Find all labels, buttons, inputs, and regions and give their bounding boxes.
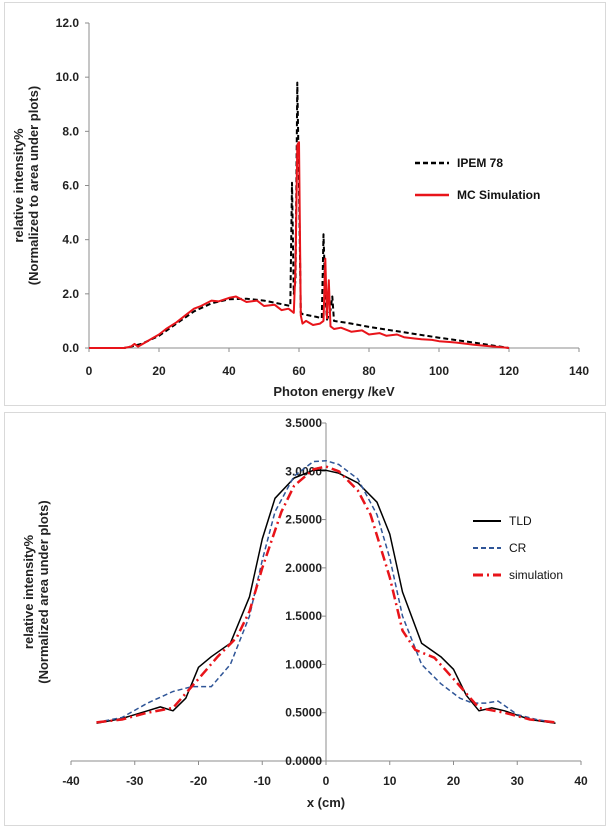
x-tick-label: -10 — [254, 774, 272, 788]
y-tick-label: 3.5000 — [285, 416, 322, 430]
x-tick-label: 140 — [569, 364, 589, 378]
y-tick-label: 4.0 — [62, 233, 79, 247]
x-tick-label: 0 — [86, 364, 93, 378]
x-axis-title: Photon energy /keV — [273, 384, 395, 399]
x-tick-label: 120 — [499, 364, 519, 378]
series-line-2 — [96, 465, 556, 724]
chart-profile: -40 -30 -20 -10 0 10 20 30 40 0.0000 0.5000 1.0000 1… — [21, 416, 588, 810]
x-tick-label: 20 — [152, 364, 166, 378]
chart-profile-panel: -40 -30 -20 -10 0 10 20 30 40 0.0000 0.5000 1.0000 1… — [4, 412, 606, 826]
x-axis-title: x (cm) — [307, 795, 345, 810]
y-tick-label: 0.0000 — [285, 754, 322, 768]
y-tick-label: 2.5000 — [285, 513, 322, 527]
x-tick-label: 40 — [574, 774, 588, 788]
y-tick-label: 0.5000 — [285, 706, 322, 720]
y-tick-label: 0.0 — [62, 341, 79, 355]
x-tick-label: 80 — [362, 364, 376, 378]
y-axis-title-line2: (Normalized to area under plots) — [26, 86, 41, 285]
legend-label-0: TLD — [509, 514, 532, 528]
y-axis-title: relative intensity% — [11, 128, 26, 243]
x-tick-label: 60 — [292, 364, 306, 378]
y-tick-label: 3.0000 — [285, 464, 322, 478]
x-tick-label: 20 — [447, 774, 461, 788]
x-tick-label: 30 — [511, 774, 525, 788]
y-tick-label: 1.5000 — [285, 609, 322, 623]
series-line-0 — [96, 469, 556, 725]
x-tick-label: 100 — [429, 364, 449, 378]
x-tick-label: 0 — [323, 774, 330, 788]
x-tick-label: 40 — [222, 364, 236, 378]
series-line-0 — [89, 81, 510, 349]
legend-label-1: CR — [509, 541, 527, 555]
legend-label-0: IPEM 78 — [457, 156, 503, 170]
legend-label-1: MC Simulation — [457, 188, 540, 202]
series-line-1 — [89, 141, 510, 349]
y-tick-label: 10.0 — [56, 70, 80, 84]
y-tick-label: 1.0000 — [285, 657, 322, 671]
y-axis-title: relative intensity% — [21, 534, 36, 649]
y-tick-label: 6.0 — [62, 179, 79, 193]
legend-label-2: simulation — [509, 568, 563, 582]
y-tick-label: 12.0 — [56, 16, 80, 30]
y-tick-label: 2.0 — [62, 287, 79, 301]
y-axis-title-line2: (Normalized area under plots) — [36, 500, 51, 683]
series-line-1 — [96, 459, 556, 724]
chart-spectrum-panel: 0 20 40 60 80 100 120 140 0.0 2.0 4.0 6.0 8.0 10.0 12.… — [4, 2, 606, 406]
x-tick-label: 10 — [383, 774, 397, 788]
y-tick-label: 8.0 — [62, 124, 79, 138]
y-tick-label: 2.0000 — [285, 561, 322, 575]
x-tick-label: -30 — [126, 774, 144, 788]
x-tick-label: -40 — [62, 774, 80, 788]
chart-spectrum: 0 20 40 60 80 100 120 140 0.0 2.0 4.0 6.0 8.0 10.0 12.… — [11, 16, 589, 399]
x-tick-label: -20 — [190, 774, 208, 788]
